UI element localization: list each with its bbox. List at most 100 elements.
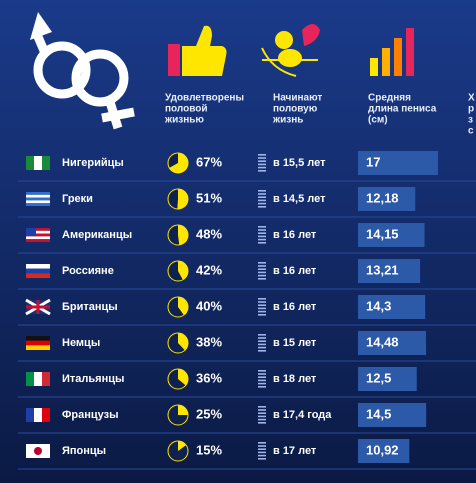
stripe (258, 379, 266, 382)
stripe (258, 340, 266, 342)
flag-stripe (26, 268, 50, 274)
stripe (258, 307, 266, 310)
flag-canton (26, 228, 36, 236)
flag-stripe (26, 200, 50, 204)
column-header: Удовлетворены (165, 93, 244, 104)
stripe (258, 346, 266, 349)
cupid-icon (261, 24, 320, 77)
stripe (258, 373, 266, 375)
stripe (258, 412, 266, 414)
stripe (258, 337, 266, 339)
stripe (258, 193, 266, 195)
stripe (258, 190, 266, 192)
stripe (258, 242, 266, 244)
flag-stripe (42, 156, 50, 170)
length-label: 14,48 (366, 334, 399, 349)
satisfied-label: 48% (196, 226, 222, 241)
flag-stripe (34, 156, 42, 170)
flag-stripe (26, 192, 50, 195)
flag-stripe (26, 194, 50, 198)
flag-stripe (26, 230, 50, 234)
stripe (258, 160, 266, 162)
nation: Итальянцы (62, 373, 124, 385)
length-bar (358, 403, 427, 427)
nation: Японцы (62, 445, 106, 457)
flag-stripe (34, 408, 42, 422)
stripe (258, 334, 266, 336)
column-header: половой (165, 104, 208, 115)
nation: Французы (62, 409, 118, 421)
length-label: 17 (366, 154, 380, 169)
stripe (258, 451, 266, 454)
column-header: жизнь (272, 115, 303, 126)
column-header: Средняя (368, 93, 411, 104)
pie-slice (169, 153, 188, 173)
stripe (258, 350, 266, 352)
flag-stripe (42, 372, 50, 386)
stripe (258, 310, 266, 313)
start-age: в 16 лет (273, 265, 317, 277)
flag-stripe (26, 236, 50, 240)
satisfied-label: 67% (196, 154, 222, 169)
length-bar (358, 439, 410, 463)
bars-icon (370, 28, 414, 76)
rows: Нигерийцы 67% в 15,5 лет 17 Греки 51% в 14,5 л… (18, 151, 476, 470)
column-header: жизнью (164, 115, 204, 126)
length-label: 12,18 (366, 190, 399, 205)
length-label: 13,21 (366, 262, 399, 277)
satisfied-label: 51% (196, 190, 222, 205)
stripe (258, 448, 266, 450)
column-header: длина пениса (368, 104, 437, 115)
flag-stripe (34, 372, 42, 386)
stripe (258, 418, 266, 421)
length-bar (358, 367, 417, 391)
stripe (258, 226, 266, 228)
stripe (258, 235, 266, 238)
length-bar (358, 331, 427, 355)
stripe (258, 458, 266, 460)
stripe (258, 422, 266, 424)
stripe (258, 301, 266, 303)
stripe (258, 386, 266, 388)
pie-slice (178, 333, 189, 351)
pie-slice (177, 189, 188, 209)
flag-stripe (26, 408, 34, 422)
start-age: в 17 лет (273, 445, 317, 457)
nation: Нигерийцы (62, 157, 124, 169)
stripe (258, 271, 266, 274)
stripe (258, 163, 266, 166)
column-header: Начинают (273, 93, 322, 104)
length-bar (358, 259, 421, 283)
length-label: 10,92 (366, 442, 399, 457)
satisfied-label: 42% (196, 262, 222, 277)
stripe (258, 154, 266, 156)
pie-slice (178, 405, 188, 415)
flag-stripe (26, 233, 50, 237)
stripe (258, 202, 266, 205)
stripe (258, 314, 266, 316)
stripe (258, 278, 266, 280)
flag-stripe (26, 239, 50, 242)
stripe (258, 406, 266, 408)
pie-slice (178, 441, 187, 451)
satisfied-label: 25% (196, 406, 222, 421)
stripe (258, 157, 266, 159)
stripe (258, 206, 266, 208)
stripe (258, 415, 266, 418)
length-bar (358, 187, 416, 211)
start-age: в 18 лет (273, 373, 317, 385)
flag-stripe (26, 228, 50, 231)
nation: Американцы (62, 229, 132, 241)
stripe (258, 196, 266, 198)
thumb-icon (168, 25, 227, 76)
stripe (258, 298, 266, 300)
stripe (258, 265, 266, 267)
column-header: з (468, 115, 473, 126)
pie-slice (178, 369, 189, 386)
start-age: в 16 лет (273, 301, 317, 313)
flag-stripe (26, 273, 50, 278)
column-header: половую (273, 104, 318, 115)
length-bar (358, 223, 425, 247)
